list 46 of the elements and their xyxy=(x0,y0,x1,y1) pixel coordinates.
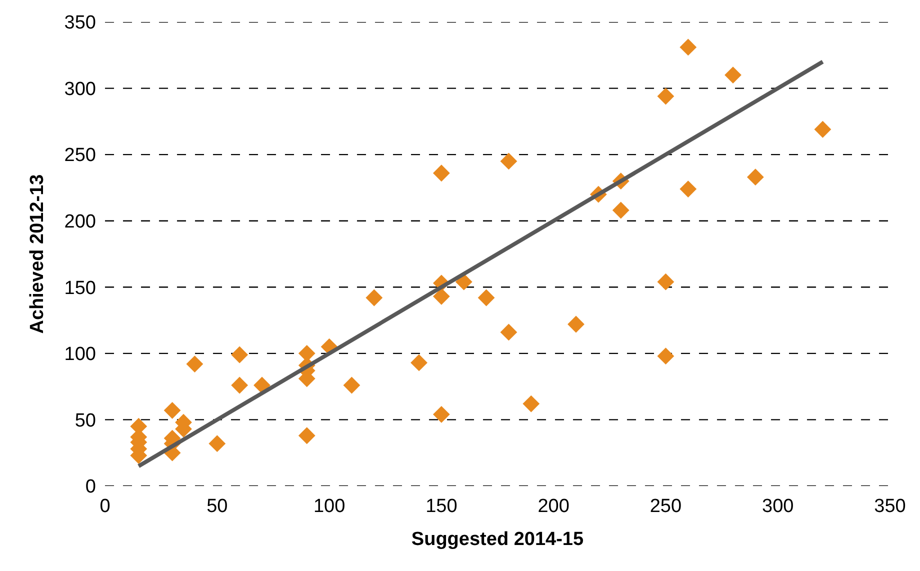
y-tick-label: 150 xyxy=(64,278,96,299)
point xyxy=(657,348,674,365)
point xyxy=(343,376,360,394)
point xyxy=(231,346,248,364)
x-tick-label: 100 xyxy=(313,496,346,517)
y-tick-label: 350 xyxy=(64,12,96,34)
point xyxy=(657,88,674,105)
x-tick-label: 300 xyxy=(762,496,794,517)
point xyxy=(680,38,697,56)
point xyxy=(657,273,674,290)
point xyxy=(208,435,226,452)
y-tick-label: 50 xyxy=(74,410,96,432)
point xyxy=(231,376,248,394)
x-tick-label: 0 xyxy=(100,496,110,517)
y-tick-label: 100 xyxy=(64,344,96,366)
point xyxy=(724,66,742,84)
point xyxy=(746,168,764,186)
point xyxy=(410,354,428,372)
point xyxy=(366,289,383,306)
x-tick-label: 200 xyxy=(538,496,570,517)
y-axis-title: Achieved 2012-13 xyxy=(27,174,48,334)
point xyxy=(500,152,518,170)
point xyxy=(432,164,450,182)
point xyxy=(612,202,630,219)
point xyxy=(478,289,495,306)
x-tick-label: 350 xyxy=(874,496,906,517)
x-tick-label: 150 xyxy=(426,496,458,517)
y-tick-label: 0 xyxy=(85,476,96,498)
y-tick-label: 250 xyxy=(64,145,96,166)
point xyxy=(568,316,584,333)
point xyxy=(254,376,270,394)
y-tick-label: 200 xyxy=(64,212,96,233)
point xyxy=(164,402,181,419)
point xyxy=(432,406,450,423)
y-tick-label: 300 xyxy=(64,78,96,100)
point xyxy=(680,180,697,198)
point xyxy=(522,395,540,412)
x-tick-label: 250 xyxy=(650,496,682,517)
point xyxy=(500,324,518,341)
point xyxy=(814,120,832,138)
x-axis-title: Suggested 2014-15 xyxy=(411,528,584,550)
point xyxy=(455,273,472,290)
point xyxy=(298,427,316,444)
point xyxy=(186,356,204,372)
x-tick-label: 50 xyxy=(206,496,228,517)
point xyxy=(432,288,450,305)
